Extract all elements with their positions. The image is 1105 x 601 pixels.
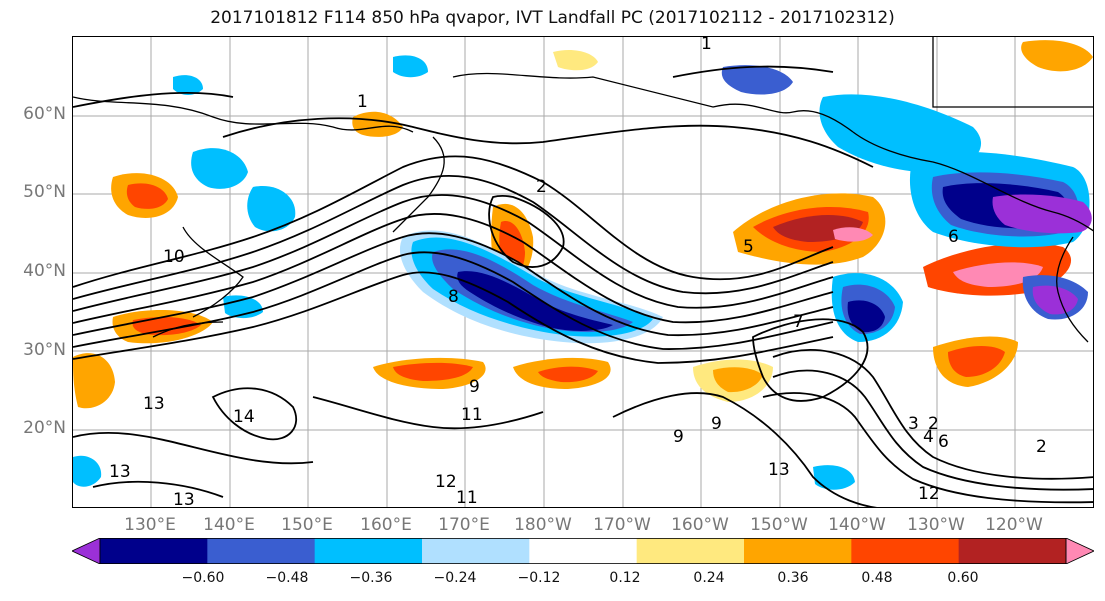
colorbar-tick: −0.60 xyxy=(181,570,225,586)
colorbar-tick: −0.48 xyxy=(265,570,309,586)
contour-label: 9 xyxy=(711,414,722,434)
lat-label-30n: 30°N xyxy=(23,340,66,360)
contour-label: 9 xyxy=(673,427,684,447)
contour-label: 10 xyxy=(163,247,185,267)
map-canvas: 1 1 2 2 5 9 10 11 11 12 12 13 13 13 13 1… xyxy=(73,37,1093,508)
colorbar-segment xyxy=(207,538,316,564)
colorbar-tick: 0.36 xyxy=(777,570,809,586)
colorbar-tick: −0.12 xyxy=(517,570,561,586)
contour-label: 12 xyxy=(918,484,940,504)
colorbar-segment xyxy=(100,538,208,564)
contour-label: 2 xyxy=(536,177,547,197)
colorbar-tick: 0.48 xyxy=(861,570,893,586)
contour-label: 13 xyxy=(768,460,790,480)
contour-label: 5 xyxy=(743,237,754,257)
colorbar-extend-low xyxy=(71,537,101,565)
colorbar-tick: 0.12 xyxy=(609,570,641,586)
contour-label: 8 xyxy=(448,287,459,307)
lat-label-60n: 60°N xyxy=(23,104,66,124)
colorbar-segment xyxy=(958,538,1067,564)
lon-label: 180°W xyxy=(514,515,572,535)
lon-label: 150°E xyxy=(281,515,333,535)
contour-label: 6 xyxy=(948,227,959,247)
colorbar-tick: −0.36 xyxy=(349,570,393,586)
lon-label: 160°W xyxy=(671,515,729,535)
lon-label: 170°W xyxy=(593,515,651,535)
coastlines xyxy=(73,37,1093,343)
colorbar-segment xyxy=(636,538,745,564)
contour-label: 7 xyxy=(793,312,804,332)
colorbar-segment xyxy=(422,538,530,564)
contour-label: 2 xyxy=(928,414,939,434)
lon-label: 130°E xyxy=(124,515,176,535)
colorbar xyxy=(71,537,1095,565)
ivt-contours xyxy=(73,65,1093,507)
lat-label-40n: 40°N xyxy=(23,261,66,281)
contour-label: 12 xyxy=(435,472,457,492)
contour-label: 1 xyxy=(357,92,368,112)
contour-label: 6 xyxy=(938,432,949,452)
contour-label: 11 xyxy=(456,488,478,508)
contour-label: 13 xyxy=(143,394,165,414)
lon-label: 140°W xyxy=(828,515,886,535)
lon-label: 140°E xyxy=(203,515,255,535)
colorbar-extend-high xyxy=(1065,537,1095,565)
contour-label-group: 1 1 2 2 5 9 10 11 11 12 12 13 13 13 13 1… xyxy=(109,37,1047,508)
contour-label: 9 xyxy=(469,377,480,397)
contour-label: 4 xyxy=(923,427,934,447)
colorbar-tick: −0.24 xyxy=(433,570,477,586)
lon-label: 120°W xyxy=(985,515,1043,535)
colorbar-segment xyxy=(314,538,423,564)
colorbar-ticks: −0.60 −0.48 −0.36 −0.24 −0.12 0.12 0.24 … xyxy=(72,570,1094,590)
lat-label-50n: 50°N xyxy=(23,182,66,202)
colorbar-tick: 0.24 xyxy=(693,570,725,586)
colorbar-segment xyxy=(529,538,638,564)
contour-label: 11 xyxy=(461,405,483,425)
colorbar-outline xyxy=(99,538,1067,564)
lon-label: 130°W xyxy=(907,515,965,535)
colorbar-segment xyxy=(851,538,960,564)
contour-label: 2 xyxy=(1036,437,1047,457)
contour-label: 14 xyxy=(233,407,255,427)
contour-label: 3 xyxy=(908,414,919,434)
shaded-fields xyxy=(73,40,1093,490)
map-title: 2017101812 F114 850 hPa qvapor, IVT Land… xyxy=(210,8,895,28)
lon-label: 150°W xyxy=(750,515,808,535)
contour-label: 13 xyxy=(173,490,195,508)
colorbar-svg xyxy=(71,537,1095,565)
colorbar-segment xyxy=(744,538,852,564)
lon-label: 160°E xyxy=(360,515,412,535)
contour-label: 1 xyxy=(701,37,712,54)
lat-label-20n: 20°N xyxy=(23,418,66,438)
colorbar-tick: 0.60 xyxy=(947,570,979,586)
map-panel: 1 1 2 2 5 9 10 11 11 12 12 13 13 13 13 1… xyxy=(72,36,1094,508)
lon-label: 170°E xyxy=(438,515,490,535)
contour-label: 13 xyxy=(109,462,131,482)
